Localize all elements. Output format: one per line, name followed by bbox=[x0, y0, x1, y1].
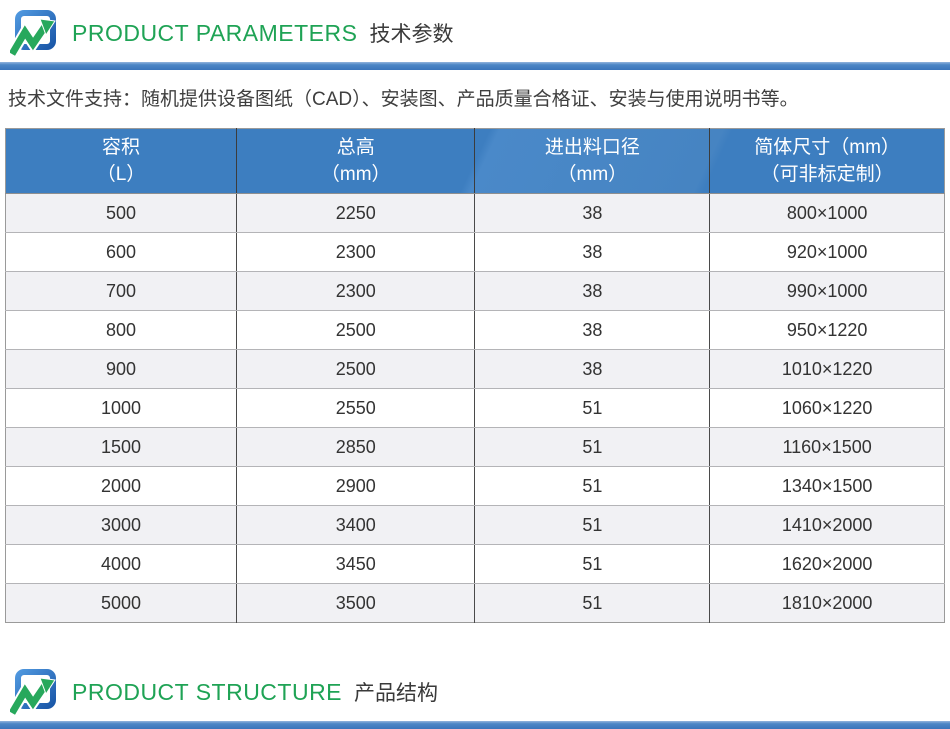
column-header-line2: （可非标定制） bbox=[760, 164, 894, 185]
table-row: 900 2500 38 1010×1220 bbox=[5, 349, 945, 389]
table-cell: 1340×1500 bbox=[709, 466, 945, 506]
table-cell: 51 bbox=[474, 427, 711, 467]
table-cell: 2900 bbox=[236, 466, 476, 506]
table-cell: 1620×2000 bbox=[709, 544, 945, 584]
table-row: 700 2300 38 990×1000 bbox=[5, 271, 945, 311]
section-title-zh: 技术参数 bbox=[369, 23, 454, 46]
table-cell: 3000 bbox=[5, 505, 237, 545]
brand-logo-icon bbox=[10, 10, 56, 57]
table-cell: 950×1220 bbox=[709, 310, 945, 350]
table-cell: 1160×1500 bbox=[709, 427, 945, 467]
column-header-line1: 总高 bbox=[336, 137, 375, 158]
table-cell: 3500 bbox=[236, 583, 476, 623]
brand-logo-icon bbox=[10, 669, 56, 716]
table-cell: 3400 bbox=[236, 505, 476, 545]
table-cell: 51 bbox=[474, 388, 711, 428]
tech-support-note: 技术文件支持：随机提供设备图纸（CAD）、安装图、产品质量合格证、安装与使用说明… bbox=[8, 89, 799, 110]
table-row: 4000 3450 51 1620×2000 bbox=[5, 544, 945, 584]
table-header-row: 容积 （L） 总高 （mm） 进出料口径 （mm） 简体尺寸（mm） （可非标定… bbox=[5, 128, 945, 194]
section-divider-bottom bbox=[0, 721, 950, 729]
table-cell: 1010×1220 bbox=[709, 349, 945, 389]
table-row: 2000 2900 51 1340×1500 bbox=[5, 466, 945, 506]
table-cell: 51 bbox=[474, 544, 711, 584]
table-cell: 800 bbox=[5, 310, 237, 350]
column-header-line2: （mm） bbox=[557, 164, 628, 185]
column-header-line1: 容积 bbox=[101, 137, 140, 158]
table-cell: 2300 bbox=[236, 271, 476, 311]
section-header-structure: PRODUCT STRUCTURE 产品结构 bbox=[0, 659, 950, 721]
column-header-body-size: 简体尺寸（mm） （可非标定制） bbox=[709, 128, 945, 194]
table-cell: 600 bbox=[5, 232, 237, 272]
table-cell: 38 bbox=[474, 310, 711, 350]
table-cell: 500 bbox=[5, 193, 237, 233]
column-header-line1: 进出料口径 bbox=[544, 137, 640, 158]
column-header-total-height: 总高 （mm） bbox=[236, 128, 476, 194]
section-title-en: PRODUCT PARAMETERS bbox=[72, 19, 358, 46]
section-title-zh: 产品结构 bbox=[354, 682, 439, 705]
table-cell: 700 bbox=[5, 271, 237, 311]
section-title-en: PRODUCT STRUCTURE bbox=[72, 678, 343, 705]
column-header-line2: （mm） bbox=[320, 164, 391, 185]
table-cell: 1410×2000 bbox=[709, 505, 945, 545]
table-cell: 1000 bbox=[5, 388, 237, 428]
table-cell: 800×1000 bbox=[709, 193, 945, 233]
table-row: 5000 3500 51 1810×2000 bbox=[5, 583, 945, 623]
table-cell: 38 bbox=[474, 232, 711, 272]
column-header-line1: 简体尺寸（mm） bbox=[754, 137, 900, 158]
table-cell: 51 bbox=[474, 466, 711, 506]
table-row: 500 2250 38 800×1000 bbox=[5, 193, 945, 233]
table-row: 3000 3400 51 1410×2000 bbox=[5, 505, 945, 545]
column-header-capacity: 容积 （L） bbox=[5, 128, 237, 194]
table-cell: 2850 bbox=[236, 427, 476, 467]
table-cell: 2500 bbox=[236, 310, 476, 350]
table-cell: 920×1000 bbox=[709, 232, 945, 272]
table-row: 1000 2550 51 1060×1220 bbox=[5, 388, 945, 428]
table-cell: 2300 bbox=[236, 232, 476, 272]
table-cell: 38 bbox=[474, 349, 711, 389]
table-row: 600 2300 38 920×1000 bbox=[5, 232, 945, 272]
column-header-line2: （L） bbox=[96, 164, 146, 185]
table-cell: 3450 bbox=[236, 544, 476, 584]
table-cell: 1810×2000 bbox=[709, 583, 945, 623]
table-cell: 1060×1220 bbox=[709, 388, 945, 428]
table-cell: 990×1000 bbox=[709, 271, 945, 311]
column-header-port-diameter: 进出料口径 （mm） bbox=[474, 128, 711, 194]
table-row: 1500 2850 51 1160×1500 bbox=[5, 427, 945, 467]
table-cell: 38 bbox=[474, 193, 711, 233]
table-cell: 2550 bbox=[236, 388, 476, 428]
table-cell: 2250 bbox=[236, 193, 476, 233]
table-cell: 5000 bbox=[5, 583, 237, 623]
table-cell: 38 bbox=[474, 271, 711, 311]
table-cell: 900 bbox=[5, 349, 237, 389]
table-cell: 2500 bbox=[236, 349, 476, 389]
table-cell: 2000 bbox=[5, 466, 237, 506]
table-cell: 51 bbox=[474, 505, 711, 545]
table-cell: 51 bbox=[474, 583, 711, 623]
table-cell: 4000 bbox=[5, 544, 237, 584]
section-header-parameters: PRODUCT PARAMETERS 技术参数 bbox=[0, 0, 950, 62]
table-cell: 1500 bbox=[5, 427, 237, 467]
product-parameters-table: 容积 （L） 总高 （mm） 进出料口径 （mm） 简体尺寸（mm） （可非标定… bbox=[5, 128, 945, 623]
section-divider-top bbox=[0, 62, 950, 70]
table-row: 800 2500 38 950×1220 bbox=[5, 310, 945, 350]
